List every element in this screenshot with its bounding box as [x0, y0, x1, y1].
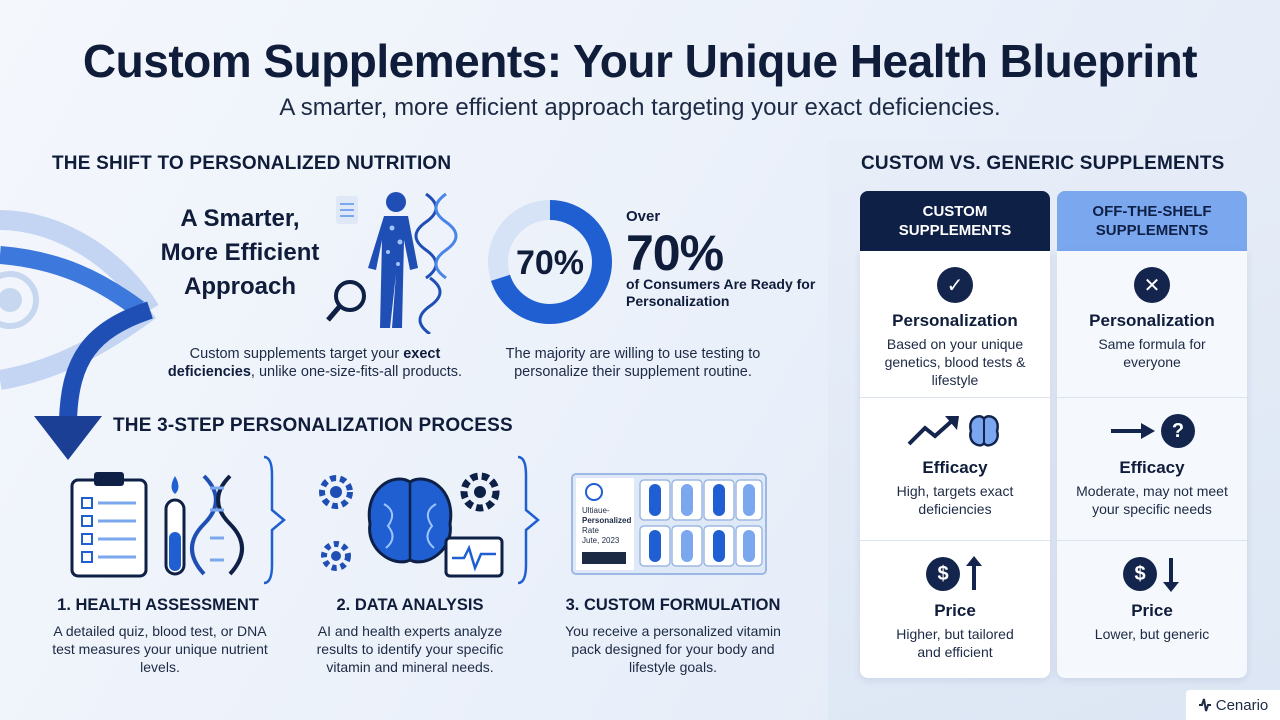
- stat-value: 70%: [626, 225, 724, 281]
- pack-label-line-4: Jute, 2023: [582, 536, 620, 545]
- step-separator-chevron: [517, 455, 540, 585]
- process-section-heading: THE 3-STEP PERSONALIZATION PROCESS: [113, 415, 513, 436]
- step-separator-chevron: [263, 455, 286, 585]
- generic-column-header: OFF-THE-SHELF SUPPLEMENTS: [1057, 191, 1247, 251]
- check-icon: ✓: [937, 267, 973, 303]
- page-title: Custom Supplements: Your Unique Health B…: [82, 35, 1198, 87]
- custom-column-header: CUSTOM SUPPLEMENTS: [860, 191, 1050, 251]
- cell-description: Based on your unique genetics, blood tes…: [884, 336, 1026, 388]
- step-2-description: AI and health experts analyze results to…: [316, 623, 504, 675]
- cell-title: Personalization: [892, 311, 1018, 330]
- custom-efficacy-cell: Efficacy High, targets exact deficiencie…: [860, 398, 1050, 540]
- sweeping-arrow-graphic: [0, 210, 159, 460]
- smarter-line-3: Approach: [183, 273, 296, 300]
- dollar-down-icon: $: [1057, 555, 1247, 593]
- custom-price-cell: $ Price Higher, but tailored and efficie…: [860, 541, 1050, 661]
- step-2-title: 2. DATA ANALYSIS: [336, 596, 484, 614]
- stat-description: of Consumers Are Ready for Personalizati…: [626, 276, 816, 309]
- generic-column: ✕ Personalization Same formula for every…: [1057, 251, 1247, 678]
- cell-description: High, targets exact deficiencies: [896, 483, 1014, 517]
- cell-description: Higher, but tailored and efficient: [896, 626, 1014, 660]
- step-3-title: 3. CUSTOM FORMULATION: [565, 596, 781, 614]
- data-analysis-icon: [319, 472, 504, 578]
- cell-title: Efficacy: [922, 458, 988, 477]
- human-body-dna-icon: [326, 192, 458, 334]
- vitamin-pack-icon: Ultiaue- Personalized Rate Jute, 2023: [570, 472, 770, 580]
- custom-column: ✓ Personalization Based on your unique g…: [860, 251, 1050, 678]
- row-divider: [860, 540, 1050, 541]
- custom-personalization-cell: ✓ Personalization Based on your unique g…: [860, 251, 1050, 397]
- cell-description: Moderate, may not meet your specific nee…: [1076, 483, 1228, 517]
- pack-label-line-3: Rate: [582, 526, 599, 535]
- generic-personalization-cell: ✕ Personalization Same formula for every…: [1057, 251, 1247, 397]
- trend-up-brain-icon: [860, 412, 1050, 450]
- smarter-approach-heading: A Smarter, More Efficient Approach: [150, 202, 330, 304]
- health-assessment-icon: [70, 472, 244, 578]
- x-icon: ✕: [1134, 267, 1170, 303]
- row-divider: [1057, 540, 1247, 541]
- step-3-description: You receive a personalized vitamin pack …: [565, 623, 781, 675]
- dollar-up-icon: $: [860, 555, 1050, 593]
- smarter-line-2: More Efficient: [160, 239, 320, 266]
- cell-title: Price: [1131, 601, 1173, 620]
- cell-title: Efficacy: [1119, 458, 1185, 477]
- pack-label-line-1: Ultiaue-: [582, 506, 610, 515]
- page-subtitle: A smarter, more efficient approach targe…: [279, 94, 1001, 121]
- step-1-description: A detailed quiz, blood test, or DNA test…: [52, 623, 268, 675]
- cell-title: Personalization: [1089, 311, 1215, 330]
- donut-filled-arc: [488, 200, 612, 324]
- cenario-logo-badge: Cenario: [1186, 690, 1280, 720]
- arrow-question-icon: ?: [1057, 412, 1247, 450]
- generic-price-cell: $ Price Lower, but generic: [1057, 541, 1247, 643]
- row-divider: [860, 397, 1050, 398]
- stat-over-label: Over: [626, 208, 661, 225]
- pack-label-line-2: Personalized: [582, 516, 632, 525]
- row-divider: [1057, 397, 1247, 398]
- cell-description: Lower, but generic: [1094, 626, 1210, 642]
- cenario-label: Cenario: [1215, 696, 1269, 714]
- comparison-heading: CUSTOM VS. GENERIC SUPPLEMENTS: [861, 153, 1225, 174]
- cell-description: Same formula for everyone: [1098, 336, 1206, 370]
- shift-section-heading: THE SHIFT TO PERSONALIZED NUTRITION: [52, 153, 452, 174]
- cell-title: Price: [934, 601, 976, 620]
- step-1-title: 1. HEALTH ASSESSMENT: [57, 596, 259, 614]
- generic-efficacy-cell: ? Efficacy Moderate, may not meet your s…: [1057, 398, 1247, 540]
- donut-label: 70%: [516, 244, 584, 282]
- smarter-line-1: A Smarter,: [180, 205, 300, 232]
- percent-donut-chart: 70%: [488, 200, 612, 324]
- custom-supplements-description: Custom supplements target your exect def…: [167, 346, 463, 380]
- majority-description: The majority are willing to use testing …: [505, 346, 761, 380]
- pulse-logo-icon: [1198, 698, 1211, 712]
